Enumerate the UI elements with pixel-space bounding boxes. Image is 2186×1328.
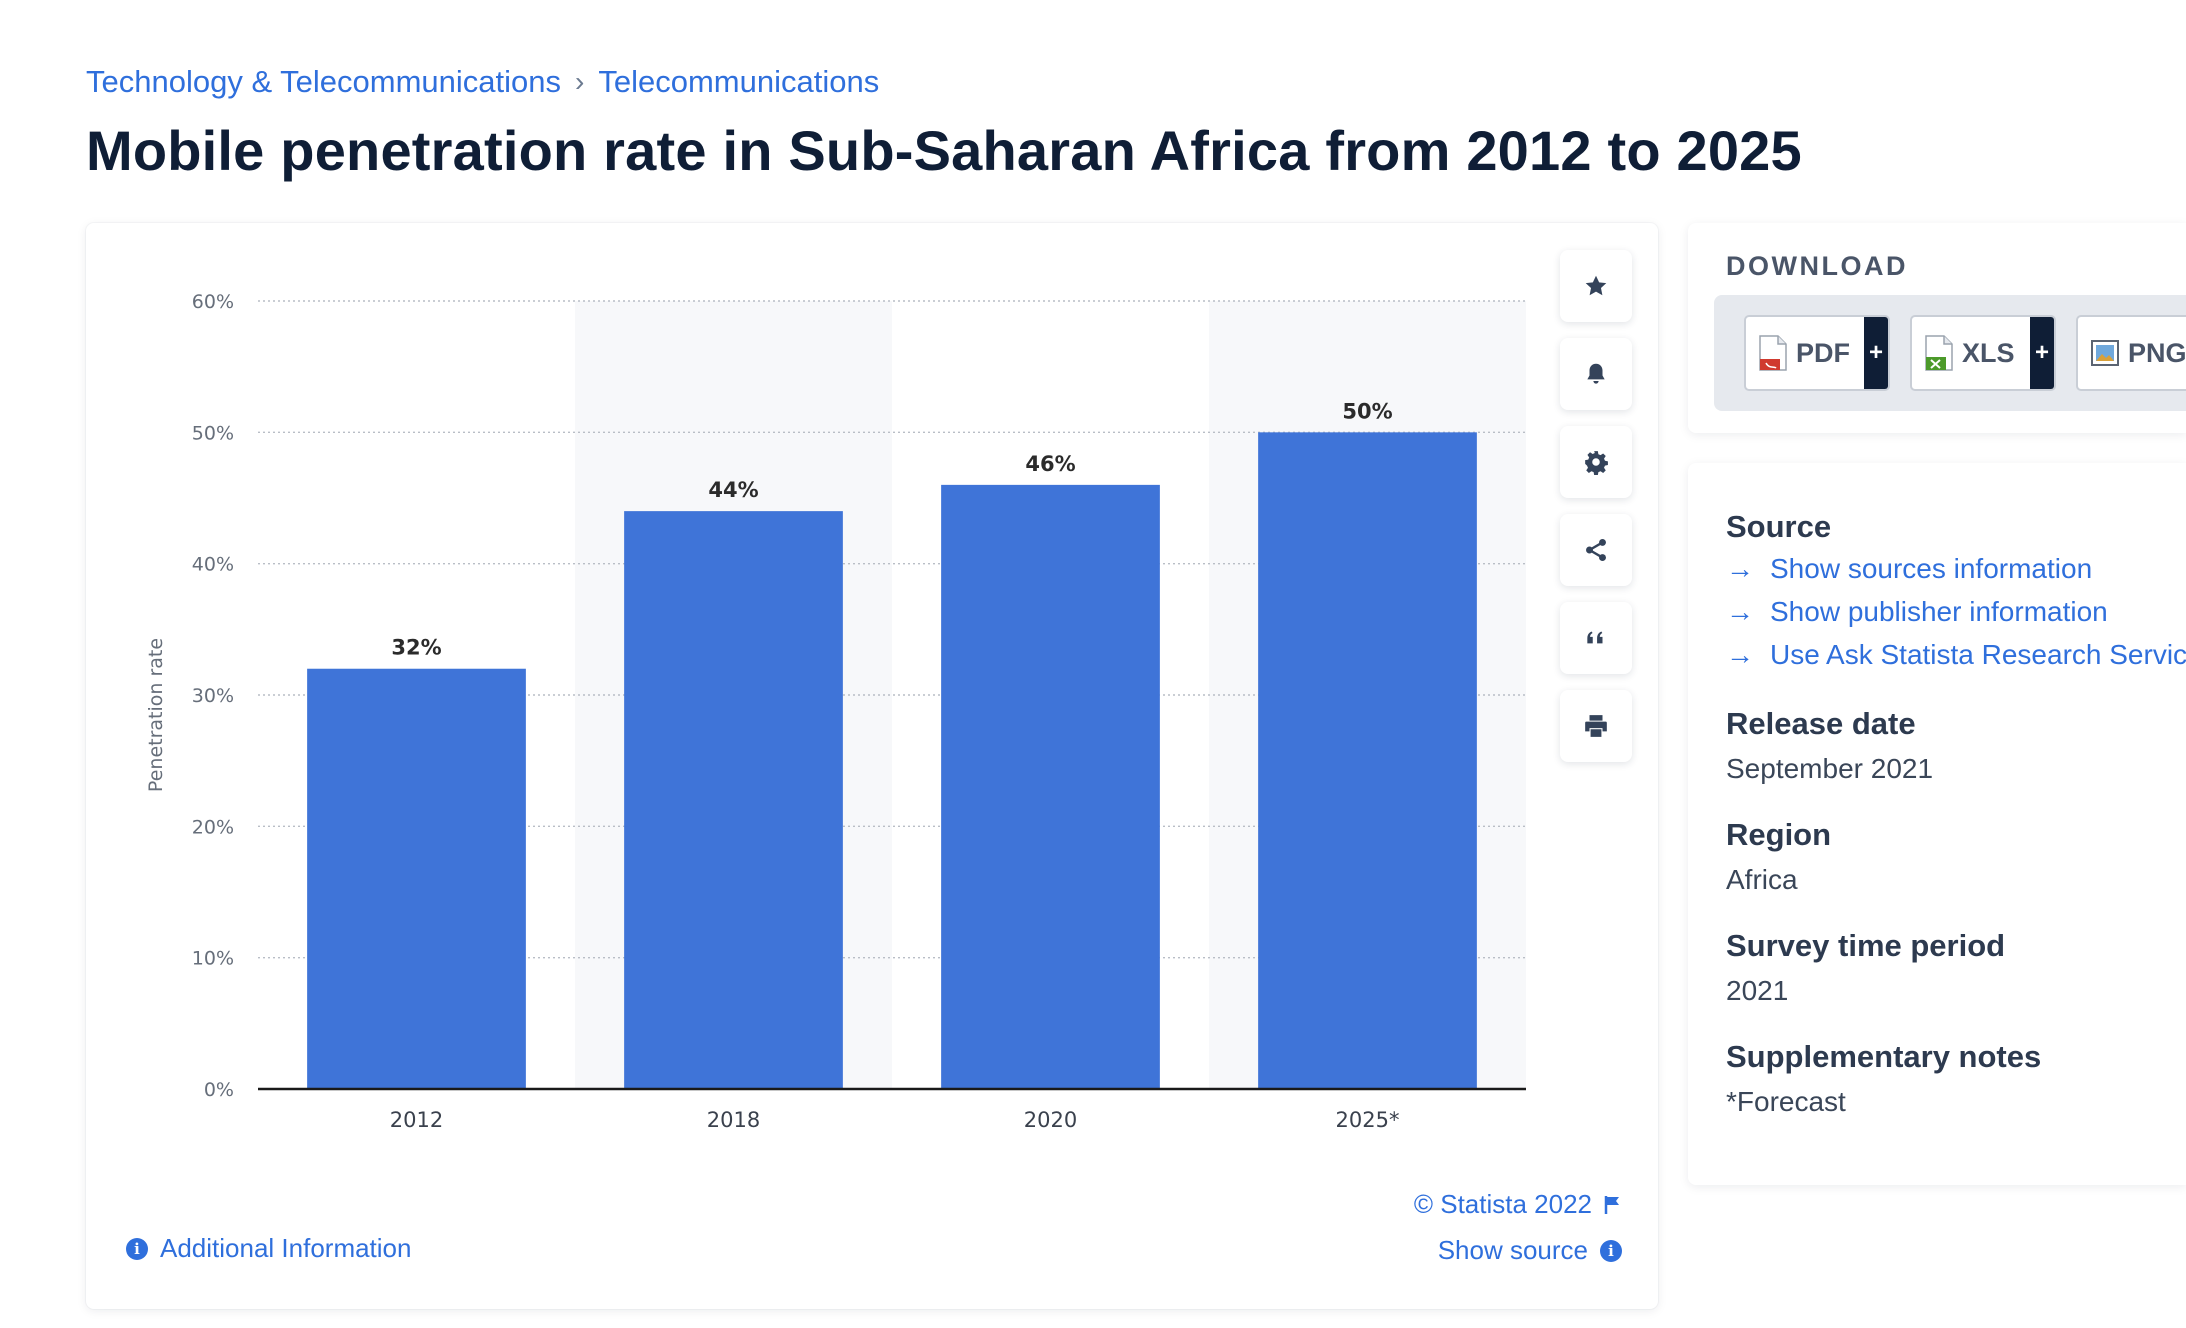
download-xls-label: XLS (1962, 337, 2015, 368)
y-tick-label: 60% (192, 291, 234, 313)
chart-card: 0% 10% 20% 30% 40% 50% 60% 32% 2012 44% 2018 46% 202… (86, 223, 1658, 1309)
x-tick-label: 2018 (707, 1108, 760, 1132)
quote-icon (1587, 631, 1603, 644)
gear-icon (1585, 451, 1608, 475)
ask-research-service-text: Use Ask Statista Research Service (1770, 639, 2186, 670)
bell-icon (1587, 363, 1605, 384)
y-tick-label: 40% (192, 554, 234, 576)
download-pdf-label: PDF (1796, 337, 1850, 368)
breadcrumb-separator: › (575, 66, 585, 97)
show-publisher-link[interactable]: → Show publisher information (1726, 596, 2108, 628)
show-source-link[interactable]: Show source i (1438, 1235, 1622, 1266)
share-icon (1586, 538, 1606, 562)
x-tick-label: 2020 (1024, 1108, 1077, 1132)
y-tick-label: 30% (192, 685, 234, 707)
breadcrumb-technology-link[interactable]: Technology & Telecommunications (86, 64, 562, 99)
data-label: 44% (708, 478, 758, 502)
pdf-file-icon (1759, 335, 1787, 371)
show-sources-link[interactable]: → Show sources information (1726, 553, 2092, 585)
bar-2025 (1258, 432, 1477, 1089)
breadcrumb: Technology & Telecommunications › Teleco… (86, 64, 879, 100)
y-tick-label: 50% (192, 422, 234, 444)
arrow-right-icon: → (1726, 553, 1754, 584)
data-label: 50% (1342, 399, 1392, 423)
download-png-button[interactable]: PNG + (2076, 315, 2186, 391)
survey-period-value: 2021 (1726, 975, 1789, 1006)
png-file-icon (2091, 340, 2119, 366)
y-tick-label: 10% (192, 948, 234, 970)
notification-button[interactable] (1560, 338, 1632, 410)
y-tick-label: 20% (192, 816, 234, 838)
y-axis-label: Penetration rate (145, 638, 167, 792)
breadcrumb-telecommunications-link[interactable]: Telecommunications (598, 64, 880, 99)
star-icon (1585, 275, 1607, 296)
supplementary-notes-heading: Supplementary notes (1726, 1039, 2042, 1074)
favorite-button[interactable] (1560, 250, 1632, 322)
statistic-info-panel: Source → Show sources information → Show… (1688, 463, 2186, 1185)
region-value: Africa (1726, 864, 1798, 895)
info-icon: i (126, 1237, 148, 1260)
x-tick-label: 2025* (1336, 1108, 1400, 1132)
release-date-value: September 2021 (1726, 753, 1934, 784)
download-pdf-button[interactable]: PDF + (1744, 315, 1890, 391)
flag-icon (1604, 1195, 1619, 1214)
additional-information-link[interactable]: i Additional Information (126, 1233, 411, 1264)
show-sources-text: Show sources information (1770, 553, 2093, 584)
ask-research-service-link[interactable]: → Use Ask Statista Research Service (1726, 639, 2186, 671)
bar-2020 (941, 484, 1160, 1089)
download-xls-button[interactable]: XLS + (1910, 315, 2056, 391)
data-label: 32% (391, 636, 441, 660)
download-png-label: PNG (2128, 337, 2186, 368)
citation-button[interactable] (1560, 602, 1632, 674)
bar-chart: 0% 10% 20% 30% 40% 50% 60% 32% 2012 44% 2018 46% 202… (145, 291, 1526, 1132)
copyright-text: © Statista 2022 (1413, 1189, 1592, 1219)
bar-2018 (624, 511, 843, 1090)
release-date-heading: Release date (1726, 706, 1916, 741)
source-heading: Source (1726, 509, 1832, 544)
download-pdf-plus: + (1864, 317, 1888, 389)
copyright-link[interactable]: © Statista 2022 (1414, 1189, 1622, 1220)
supplementary-notes-value: *Forecast (1726, 1086, 1846, 1117)
print-button[interactable] (1560, 690, 1632, 762)
region-heading: Region (1726, 817, 1832, 852)
xls-file-icon (1925, 335, 1953, 371)
y-tick-label: 0% (204, 1079, 234, 1101)
download-button-bar: PDF + XLS + PNG + (1714, 295, 2186, 411)
print-icon (1585, 715, 1607, 737)
download-title: DOWNLOAD (1726, 251, 1908, 281)
download-xls-plus: + (2030, 317, 2054, 389)
download-panel: DOWNLOAD PDF + XLS + PNG + (1688, 223, 2186, 433)
show-publisher-text: Show publisher information (1770, 596, 2108, 627)
settings-button[interactable] (1560, 426, 1632, 498)
survey-period-heading: Survey time period (1726, 928, 2006, 963)
page-title: Mobile penetration rate in Sub-Saharan A… (86, 119, 1802, 182)
data-label: 46% (1025, 452, 1075, 476)
x-tick-label: 2012 (390, 1108, 443, 1132)
additional-information-text: Additional Information (160, 1233, 412, 1263)
bar-2012 (307, 668, 526, 1089)
share-button[interactable] (1560, 514, 1632, 586)
show-source-text: Show source (1437, 1235, 1588, 1265)
arrow-right-icon: → (1726, 596, 1754, 627)
arrow-right-icon: → (1726, 639, 1754, 670)
info-icon: i (1600, 1239, 1622, 1262)
